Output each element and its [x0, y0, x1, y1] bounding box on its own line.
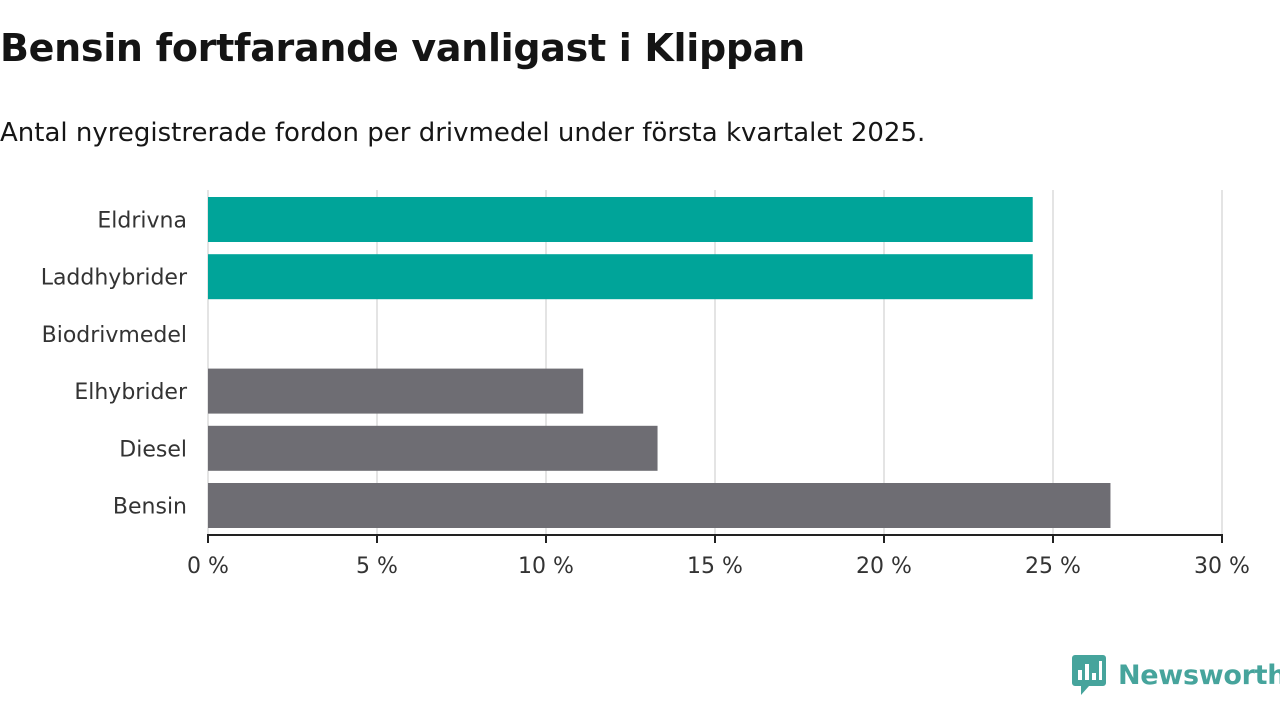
x-tick-label: 30 % [1194, 554, 1250, 579]
chart-subtitle: Antal nyregistrerade fordon per drivmede… [0, 118, 926, 148]
bars [208, 197, 1111, 528]
x-tick-label: 25 % [1025, 554, 1081, 579]
x-tick-label: 0 % [187, 554, 229, 579]
x-tick-label: 20 % [856, 554, 912, 579]
category-labels: Eldrivna Laddhybrider Biodrivmedel Elhybrid… [41, 209, 188, 520]
category-label: Laddhybrider [41, 266, 188, 291]
brand-logo: Newsworthy [1072, 655, 1280, 695]
x-tick-label: 10 % [518, 554, 574, 579]
x-tick-label: 5 % [356, 554, 398, 579]
bar [208, 197, 1033, 242]
bar [208, 368, 584, 414]
category-label: Eldrivna [97, 209, 187, 234]
bar [208, 483, 1111, 528]
category-label: Biodrivmedel [42, 323, 187, 348]
bar-chart: 0 % 5 % 10 % 15 % 20 % 25 % 30 % Eldrivna Laddh… [41, 190, 1250, 579]
chart-title: Bensin fortfarande vanligast i Klippan [0, 26, 805, 70]
category-label: Diesel [119, 437, 187, 462]
gridlines [207, 190, 1223, 535]
bar [208, 254, 1033, 300]
brand-name: Newsworthy [1118, 659, 1280, 691]
category-label: Bensin [113, 495, 187, 520]
bar [208, 425, 658, 471]
x-tick-label: 15 % [687, 554, 743, 579]
category-label: Elhybrider [74, 380, 188, 405]
x-axis: 0 % 5 % 10 % 15 % 20 % 25 % 30 % [187, 534, 1250, 579]
newsworthy-logo-icon [1072, 655, 1106, 695]
